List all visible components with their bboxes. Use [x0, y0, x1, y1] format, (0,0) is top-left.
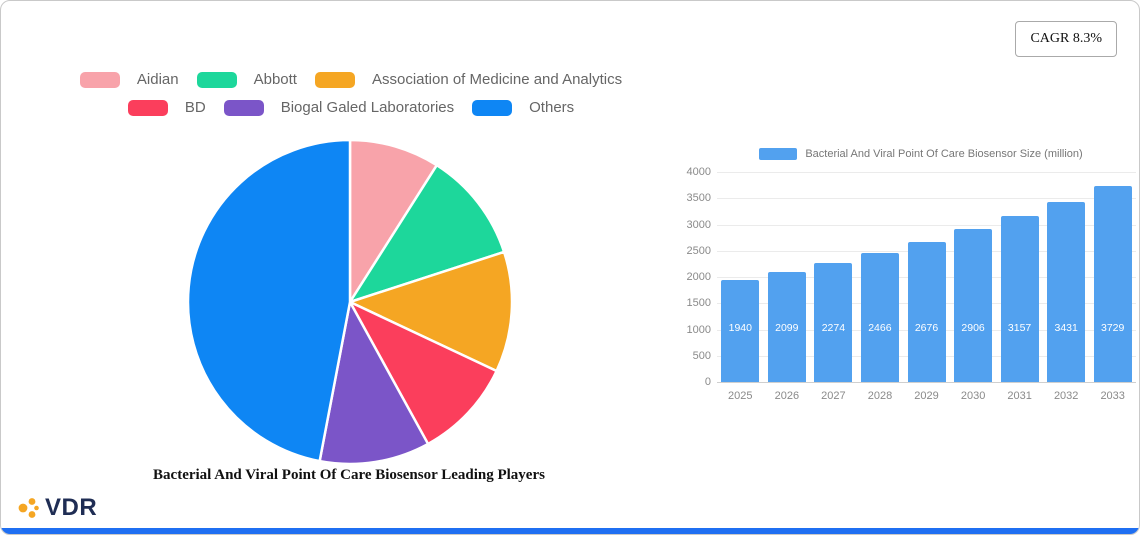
legend-label: Abbott [253, 71, 297, 88]
pie-slice-abbott [348, 163, 506, 304]
y-tick-label: 3000 [686, 218, 711, 231]
x-tick-label: 2033 [1100, 390, 1125, 402]
x-axis-line [717, 382, 1136, 383]
bar-2029: 2676 [907, 241, 946, 382]
cagr-badge: CAGR 8.3% [1015, 21, 1117, 57]
bar-value-label: 3431 [1054, 322, 1078, 334]
gridline [717, 172, 1136, 173]
x-tick-label: 2031 [1007, 390, 1032, 402]
pie-slice-others [186, 138, 352, 463]
x-tick-label: 2029 [914, 390, 939, 402]
legend-item-abbott: Abbott [196, 71, 297, 88]
bar-2025: 1940 [721, 280, 760, 382]
legend-swatch-bd [127, 99, 168, 116]
legend-label: Aidian [136, 71, 179, 88]
legend-label: Others [529, 99, 575, 116]
bar-value-label: 2274 [821, 322, 846, 334]
x-tick-label: 2027 [821, 390, 846, 402]
legend-item-biogal-galed-laboratories: Biogal Galed Laboratories [223, 99, 455, 116]
y-tick-label: 4000 [686, 166, 711, 178]
bar-legend: Bacterial And Viral Point Of Care Biosen… [701, 148, 1139, 160]
legend-item-aidian: Aidian [79, 71, 179, 88]
bar-2032: 3431 [1047, 201, 1086, 382]
legend-label: Biogal Galed Laboratories [280, 99, 455, 116]
bar-2031: 3157 [1000, 216, 1039, 382]
bar-2027: 2274 [814, 262, 853, 382]
x-tick-label: 2028 [867, 390, 893, 402]
legend-swatch-others [472, 99, 513, 116]
bar-legend-label: Bacterial And Viral Point Of Care Biosen… [805, 148, 1083, 160]
bar-value-label: 3157 [1007, 322, 1032, 334]
pie-slice-biogal-galed-laboratories [318, 300, 430, 466]
vdr-logo: VDR [17, 494, 97, 522]
bar-2026: 2099 [767, 271, 806, 382]
vdr-logo-text: VDR [45, 494, 98, 521]
bar-value-label: 3729 [1101, 322, 1125, 334]
legend-item-association-of-medicine-and-analytics: Association of Medicine and Analytics [314, 71, 623, 88]
y-tick-label: 2500 [686, 244, 711, 257]
bar-legend-swatch [759, 148, 798, 160]
pie-slice-bd [348, 300, 498, 446]
gridline [717, 224, 1136, 226]
legend-item-bd: BD [127, 99, 206, 116]
legend-label: Association of Medicine and Analytics [371, 71, 623, 88]
bar-value-label: 2466 [868, 322, 892, 334]
bar-value-label: 2676 [914, 322, 939, 334]
x-tick-label: 2025 [728, 390, 753, 402]
bottom-accent-bar [1, 528, 1139, 534]
legend-item-others: Others [472, 99, 574, 116]
gridline [717, 198, 1136, 200]
vdr-logo-icon [18, 498, 39, 518]
bar-value-label: 2099 [775, 322, 799, 334]
pie-chart [186, 138, 514, 466]
pie-slice-aidian [348, 138, 439, 304]
y-tick-label: 0 [704, 376, 711, 388]
bar-value-label: 2906 [961, 322, 985, 334]
pie-legend: Aidian Abbott Association of Medicine and … [51, 71, 651, 116]
legend-label: BD [184, 99, 206, 116]
legend-swatch-abbott [196, 71, 237, 88]
bar-value-label: 1940 [728, 322, 752, 334]
pie-slice-association-of-medicine-and-analytics [348, 250, 514, 373]
x-tick-label: 2032 [1053, 390, 1079, 402]
legend-swatch-aidian [79, 71, 120, 88]
legend-swatch-association-of-medicine-and-analytics [314, 71, 355, 88]
legend-swatch-biogal-galed-laboratories [223, 99, 264, 116]
y-tick-label: 1000 [686, 323, 711, 336]
bar-2028: 2466 [860, 252, 899, 382]
bar-chart: 0 500 1000 1500 2000 2500 3000 3500 4000 1940 2025… [687, 166, 1136, 402]
bar-2033: 3729 [1093, 186, 1132, 382]
x-tick-label: 2026 [774, 390, 800, 402]
x-tick-label: 2030 [960, 390, 986, 402]
y-tick-label: 2000 [686, 271, 711, 283]
pie-chart-title: Bacterial And Viral Point Of Care Biosen… [153, 467, 545, 483]
y-tick-label: 1500 [686, 297, 711, 310]
bar-2030: 2906 [954, 229, 993, 382]
y-tick-label: 3500 [686, 192, 711, 205]
y-tick-label: 500 [692, 349, 711, 362]
